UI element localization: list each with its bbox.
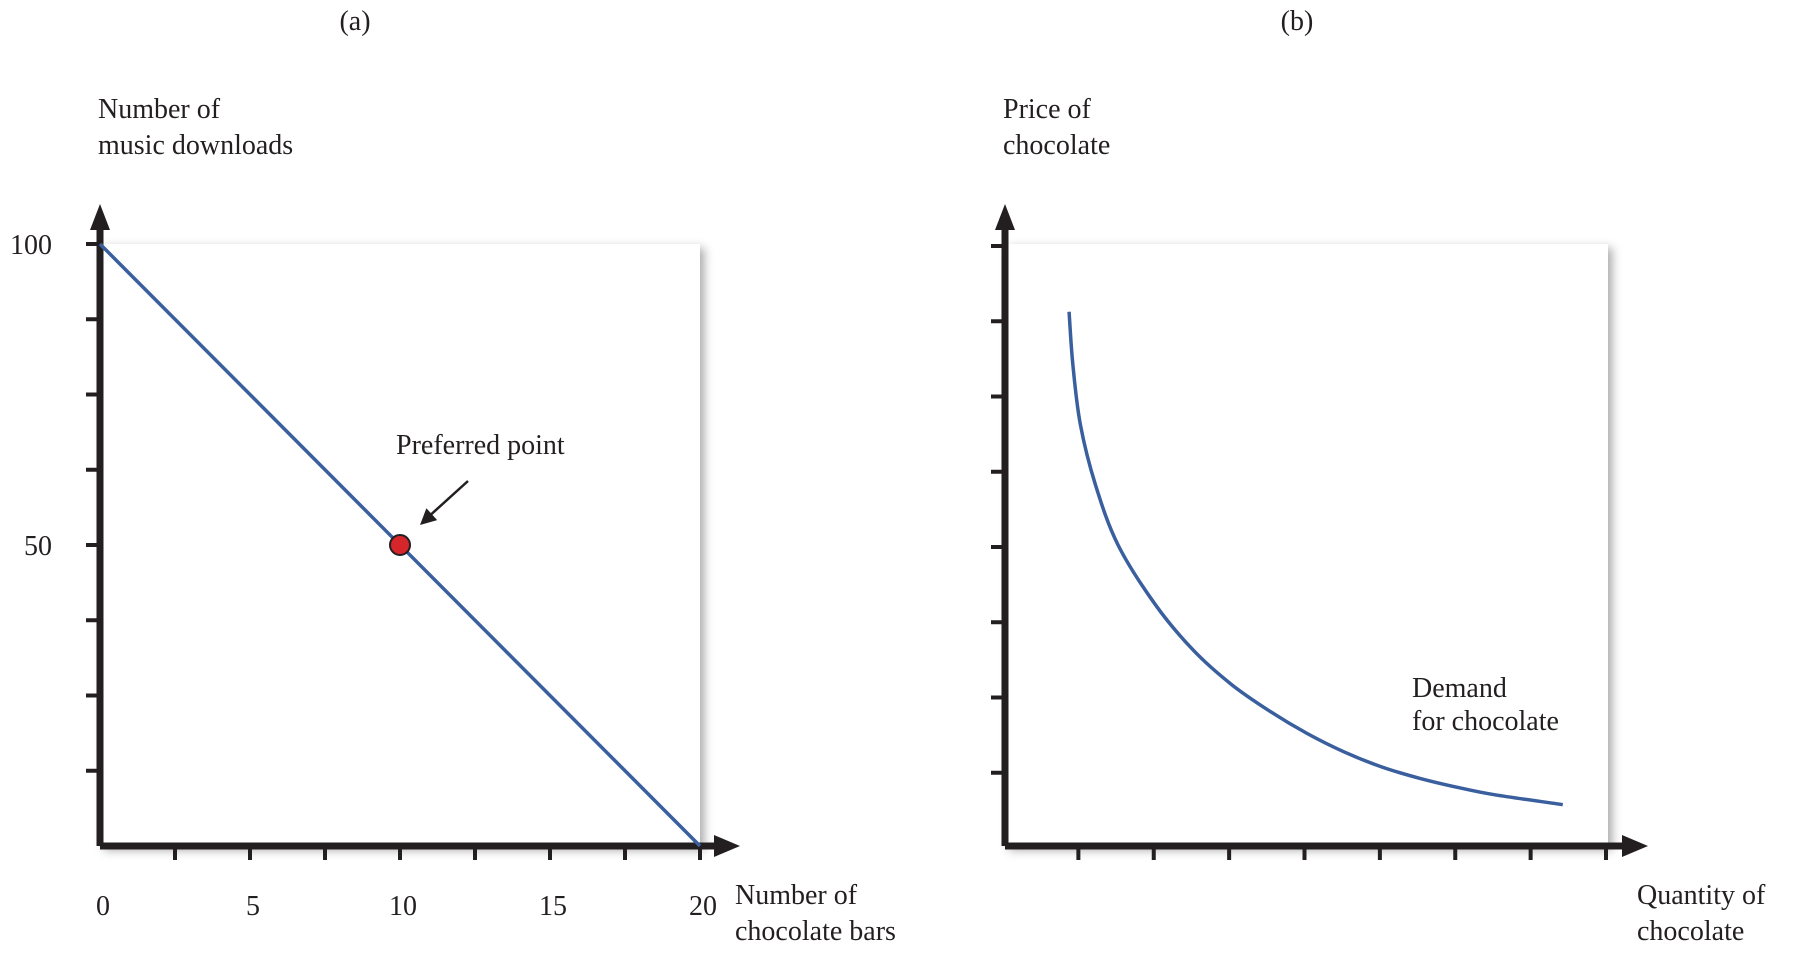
label-line: Number of <box>98 94 221 125</box>
y-tick-label: 100 <box>10 230 52 261</box>
plot-area <box>1005 244 1608 846</box>
tick-labels: 0 5 10 15 20 50 100 <box>10 230 717 922</box>
x-axis-label: Number of chocolate bars <box>735 880 896 947</box>
preferred-point-marker <box>389 534 411 556</box>
label-line: Quantity of <box>1637 880 1766 911</box>
panel-label: (b) <box>1281 6 1314 37</box>
label-line: Demand <box>1412 673 1507 704</box>
series-label: Demand for chocolate <box>1412 673 1559 737</box>
x-tick-label: 5 <box>246 891 260 922</box>
label-line: chocolate <box>1637 916 1744 947</box>
y-axis-label: Price of chocolate <box>1003 94 1110 161</box>
tick-marks <box>991 244 1608 860</box>
x-tick-label: 20 <box>689 891 717 922</box>
label-line: chocolate bars <box>735 916 896 947</box>
label-line: Price of <box>1003 94 1092 125</box>
x-tick-label: 0 <box>96 891 110 922</box>
label-line: music downloads <box>98 130 293 161</box>
label-line: Number of <box>735 880 858 911</box>
annotation-label: Preferred point <box>396 430 565 461</box>
annotation: Preferred point <box>396 430 565 525</box>
series <box>1067 311 1564 807</box>
y-axis-label: Number of music downloads <box>98 94 293 161</box>
axes <box>995 204 1648 857</box>
annotation-arrowhead <box>420 508 438 525</box>
axes <box>90 204 740 857</box>
x-axis-label: Quantity of chocolate <box>1637 880 1766 947</box>
y-tick-label: 50 <box>24 531 52 562</box>
annotation-arrow <box>425 480 469 520</box>
y-axis-arrowhead <box>90 204 110 230</box>
x-axis-arrowhead <box>1622 835 1648 857</box>
panel-label: (a) <box>339 6 370 37</box>
x-tick-label: 10 <box>389 891 417 922</box>
label-line: chocolate <box>1003 130 1110 161</box>
panel-a-chart: (a) Number of music downloads Number of ch… <box>10 6 896 947</box>
y-axis-arrowhead <box>995 204 1015 230</box>
x-tick-label: 15 <box>539 891 567 922</box>
demand-curve <box>1067 311 1564 807</box>
panel-b-chart: (b) Price of chocolate Quantity of chocola… <box>991 6 1766 947</box>
x-axis-arrowhead <box>714 835 740 857</box>
label-line: for chocolate <box>1412 706 1559 737</box>
